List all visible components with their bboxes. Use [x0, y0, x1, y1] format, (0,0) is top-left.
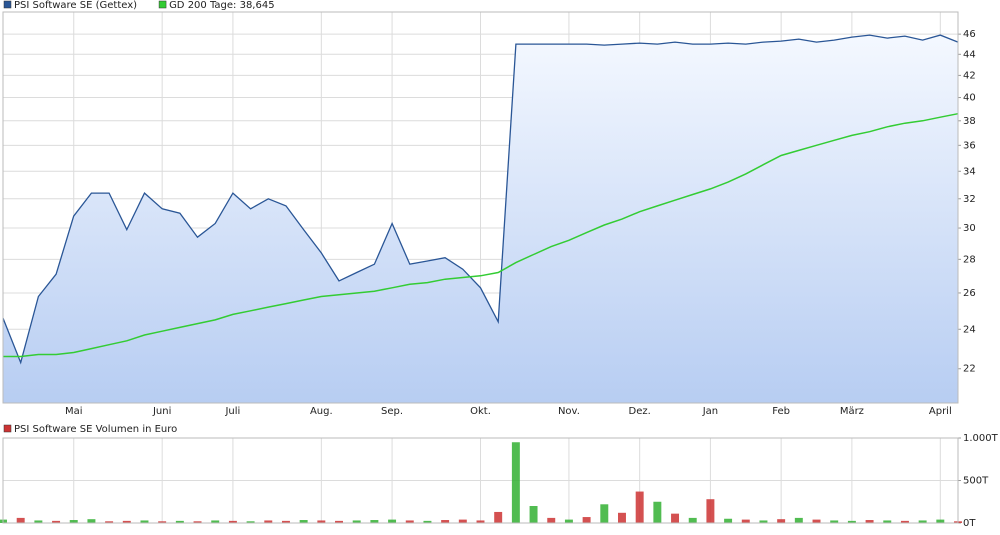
- volume-bar: [671, 513, 680, 523]
- volume-bar: [618, 512, 626, 523]
- volume-bar: [299, 520, 308, 523]
- legend-swatch: [3, 0, 12, 9]
- volume-bar: [476, 520, 485, 523]
- x-tick-label: Okt.: [470, 406, 491, 417]
- volume-bar: [52, 520, 61, 523]
- volume-bar: [706, 499, 715, 523]
- y-tick-label: 24: [963, 324, 976, 335]
- volume-bar: [865, 520, 874, 523]
- y-tick-label: 44: [963, 49, 976, 60]
- y-tick-label: 22: [963, 364, 976, 375]
- volume-bar: [547, 517, 556, 523]
- y-tick-label: 42: [963, 70, 976, 81]
- volume-bar: [830, 520, 839, 523]
- volume-bar: [105, 521, 114, 523]
- legend-swatch: [3, 424, 12, 433]
- volume-bar: [405, 520, 414, 523]
- y-tick-label: 28: [963, 254, 976, 265]
- volume-bar: [16, 517, 25, 523]
- x-tick-label: Mai: [65, 406, 83, 417]
- x-tick-label: Juli: [224, 406, 240, 417]
- volume-bar: [441, 520, 450, 523]
- x-tick-label: Juni: [152, 406, 171, 417]
- legend-label: GD 200 Tage: 38,645: [169, 0, 275, 11]
- y-tick-label: 38: [963, 116, 976, 127]
- volume-bar: [246, 521, 255, 523]
- volume-bar: [317, 520, 326, 523]
- volume-bar: [494, 511, 503, 523]
- volume-bar: [511, 442, 520, 523]
- x-tick-label: Sep.: [381, 406, 403, 417]
- volume-bar: [211, 520, 220, 523]
- y-tick-label: 46: [963, 29, 976, 40]
- volume-bar: [900, 520, 909, 523]
- volume-bar: [724, 518, 733, 523]
- volume-bar: [158, 521, 167, 523]
- y-tick-label: 30: [963, 223, 976, 234]
- x-tick-label: Nov.: [558, 406, 580, 417]
- volume-bar: [847, 520, 856, 523]
- legend-label: PSI Software SE (Gettex): [14, 0, 137, 11]
- x-tick-label: Aug.: [310, 406, 333, 417]
- volume-bar: [741, 519, 750, 523]
- volume-bar: [423, 520, 432, 523]
- volume-bar: [175, 520, 184, 523]
- y-tick-label: 500T: [963, 476, 989, 487]
- y-tick-label: 32: [963, 194, 976, 205]
- volume-bar: [812, 519, 821, 523]
- y-tick-label: 1.000T: [963, 433, 999, 444]
- volume-bar: [688, 517, 697, 523]
- x-tick-label: Feb: [772, 406, 790, 417]
- plot-frame: [2, 11, 959, 404]
- legend-label: PSI Software SE Volumen in Euro: [14, 424, 177, 435]
- volume-bar: [87, 519, 96, 523]
- series-line: [2, 34, 959, 365]
- series-line: [3, 112, 959, 358]
- plot-frame: [2, 437, 959, 524]
- volume-bar: [759, 520, 768, 523]
- x-tick-label: April: [929, 406, 952, 417]
- y-tick-label: 34: [963, 166, 976, 177]
- volume-bar: [458, 519, 467, 523]
- volume-bar: [936, 519, 945, 523]
- volume-bar: [264, 520, 273, 523]
- volume-bar: [883, 520, 892, 523]
- legend-swatch: [158, 0, 167, 9]
- volume-bar: [653, 501, 662, 523]
- volume-bar: [140, 520, 149, 523]
- price-area: [3, 35, 958, 403]
- y-tick-label: 26: [963, 288, 976, 299]
- volume-bar: [564, 519, 573, 523]
- volume-bar: [635, 491, 644, 523]
- x-tick-label: Dez.: [629, 406, 651, 417]
- volume-bar: [370, 520, 379, 523]
- x-tick-label: Jan: [702, 406, 718, 417]
- y-tick-label: 40: [963, 93, 976, 104]
- volume-bar: [582, 517, 591, 523]
- volume-bar: [193, 521, 202, 523]
- volume-bar: [335, 520, 343, 523]
- y-tick-label: 0T: [963, 518, 976, 529]
- volume-bar: [228, 520, 237, 523]
- volume-bar: [69, 520, 78, 523]
- x-tick-label: März: [840, 406, 864, 417]
- volume-bar: [918, 520, 927, 523]
- y-tick-label: 36: [963, 140, 976, 151]
- volume-bar: [529, 506, 538, 523]
- volume-bar: [281, 520, 290, 523]
- volume-bar: [388, 519, 397, 523]
- volume-bar: [777, 519, 786, 523]
- volume-bar: [794, 517, 803, 523]
- volume-bar: [34, 520, 43, 523]
- volume-bar: [352, 520, 361, 523]
- volume-bar: [122, 520, 131, 523]
- volume-bar: [600, 504, 609, 523]
